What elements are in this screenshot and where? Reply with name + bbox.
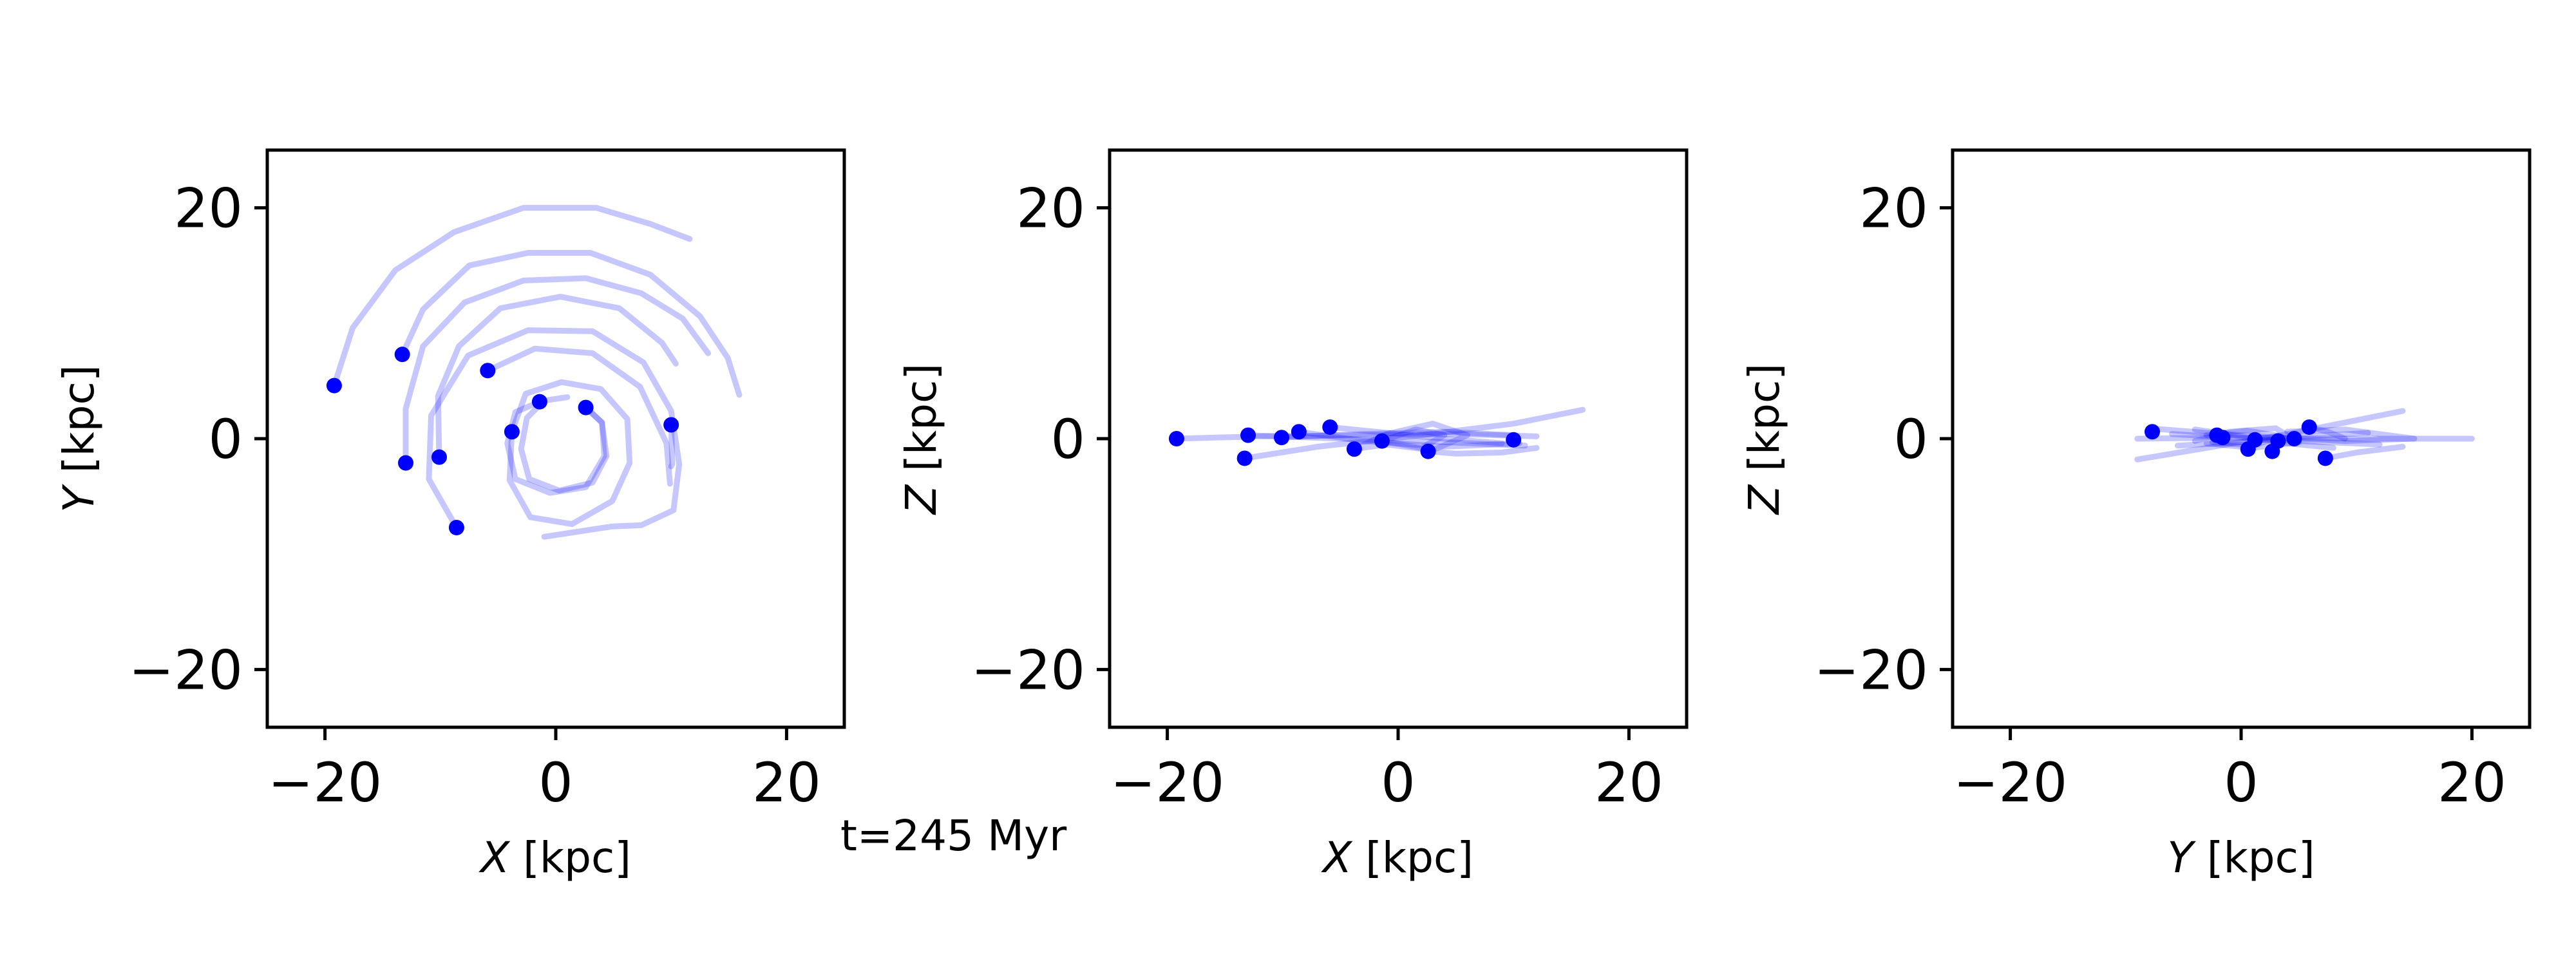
y-axis-label: Z [kpc] [1739, 363, 1789, 515]
x-axis-label: Y [kpc] [2167, 833, 2315, 882]
data-point [326, 377, 342, 394]
data-point [1240, 427, 1256, 443]
orbit-track [2134, 408, 2406, 463]
data-point [1346, 441, 1362, 457]
data-point [2301, 419, 2317, 435]
data-point [1506, 432, 1522, 448]
data-point [1236, 450, 1253, 466]
data-point [431, 449, 448, 465]
x-tick-label: 20 [2438, 751, 2506, 814]
orbit-track [426, 327, 683, 540]
orbit-track [2146, 425, 2418, 444]
y-axis-label: Z [kpc] [896, 363, 946, 515]
data-point [2215, 430, 2231, 446]
orbit-track [1296, 428, 1522, 450]
orbit-track [1242, 406, 1586, 461]
x-tick-label: 0 [538, 751, 573, 814]
x-axis-label: X [kpc] [1321, 833, 1473, 882]
data-point [531, 394, 547, 410]
orbit-track [399, 250, 743, 398]
orbit-track [504, 399, 607, 496]
orbit-track [1425, 444, 1540, 457]
orbit-track [518, 394, 610, 494]
orbit-track [484, 345, 673, 487]
data-point [1322, 419, 1338, 435]
orbit-track [331, 205, 693, 389]
data-point [1168, 431, 1184, 446]
y-tick-label: 20 [174, 177, 243, 240]
y-tick-label: 20 [1016, 177, 1085, 240]
orbit-track [435, 294, 679, 461]
x-tick-label: 20 [1595, 751, 1663, 814]
orbit-track [402, 275, 711, 466]
x-axis-label: X [kpc] [478, 833, 631, 882]
panel-xz: −20 0 20 −20 0 20 X [kpc] Z [kpc] [896, 148, 1689, 882]
orbit-track [1327, 424, 1505, 446]
plot-area [326, 205, 743, 540]
data-point [480, 363, 496, 379]
data-point [1374, 433, 1390, 449]
data-point [398, 455, 414, 471]
panel-yz: −20 0 20 −20 0 20 Y [kpc] Z [kpc] [1739, 148, 2532, 882]
x-tick-label: 0 [1381, 751, 1415, 814]
time-label: t=245 Myr [840, 811, 1067, 861]
x-tick-label: −20 [1110, 751, 1224, 814]
orbit-track [1379, 426, 1448, 451]
y-axis-label: Y [kpc] [54, 365, 104, 512]
orbit-track [1173, 431, 1540, 442]
data-point [1420, 443, 1436, 459]
plot-area [1168, 406, 1586, 466]
orbit-track [2169, 431, 2383, 448]
data-point [2247, 432, 2263, 448]
data-point [2270, 433, 2286, 449]
y-tick-label: 0 [1894, 408, 1928, 471]
x-tick-label: 0 [2224, 751, 2258, 814]
x-tick-label: −20 [268, 751, 382, 814]
orbit-track [668, 422, 676, 470]
data-point [2145, 424, 2161, 440]
data-point [2317, 450, 2333, 466]
data-point [504, 424, 520, 440]
x-tick-label: 20 [752, 751, 821, 814]
data-point [1291, 424, 1307, 440]
y-tick-label: −20 [971, 638, 1085, 701]
data-point [394, 347, 410, 363]
orbit-track [2322, 444, 2406, 461]
orbit-track [506, 379, 633, 528]
y-tick-label: 20 [1859, 177, 1928, 240]
data-point [2286, 431, 2302, 446]
axes-frame [265, 148, 846, 729]
data-point [663, 417, 679, 433]
data-point [1274, 430, 1290, 446]
y-tick-label: 0 [209, 408, 243, 471]
y-tick-label: 0 [1051, 408, 1085, 471]
data-point [578, 399, 594, 415]
panel-xy: −20 0 20 −20 0 20 X [kpc] Y [kpc] [54, 148, 846, 882]
y-tick-label: −20 [1814, 638, 1928, 701]
orbit-track [1278, 428, 1517, 441]
plot-area [2134, 408, 2475, 466]
data-point [448, 519, 464, 535]
x-tick-label: −20 [1953, 751, 2067, 814]
y-tick-label: −20 [129, 638, 243, 701]
